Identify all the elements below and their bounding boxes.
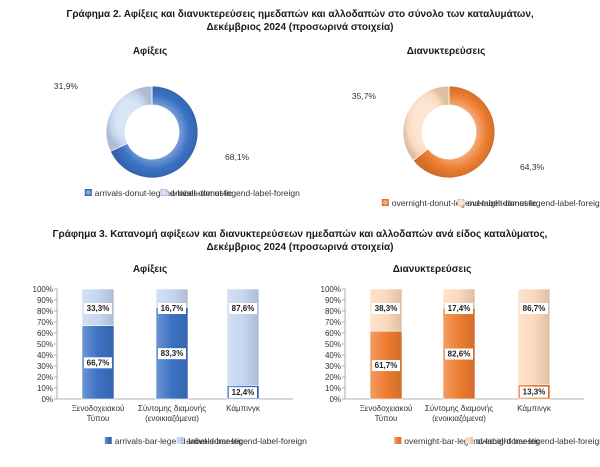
overnight-bar-data-label-box	[372, 360, 400, 372]
arrivals-bar-data-label-box	[229, 387, 257, 399]
overnight-bar-y-tick-label: 60%	[325, 329, 341, 338]
figure3-title-line1: Γράφημα 3. Κατανομή αφίξεων και διανυκτε…	[52, 229, 548, 240]
overnight-donut-slice-foreign	[402, 85, 450, 162]
overnight-donut-legend-swatch-foreign	[457, 199, 465, 206]
figure3-title: Γράφημα 3. Κατανομή αφίξεων και διανυκτε…	[0, 228, 600, 254]
arrivals-bar-data-label-box	[84, 303, 112, 314]
arrivals-bar-data-label-domestic: 83,3%	[161, 349, 184, 358]
arrivals-donut-data-label-foreign: 31,9%	[54, 81, 79, 91]
overnight-bar-data-label-domestic: 61,7%	[375, 361, 398, 370]
overnight-bar-x-tick-label: Κάμπινγκ	[517, 404, 552, 413]
overnight-donut-slice-domestic	[412, 85, 496, 179]
overnight-bar-data-label-foreign: 38,3%	[375, 304, 398, 313]
Ημεδαποί: overnight-donut-legend-label-domestic	[392, 198, 538, 208]
overnight-bar-y-tick-label: 50%	[325, 340, 341, 349]
arrivals-bar-data-label-foreign: 16,7%	[161, 304, 184, 313]
Αλλοδαποί: overnight-donut-legend-label-foreign	[467, 198, 600, 208]
arrivals-bar-y-tick-label: 0%	[41, 395, 53, 404]
overnight-donut-legend-swatch-domestic	[381, 199, 389, 206]
figure3-title-line2: Δεκέμβριος 2024 (προσωρινά στοιχεία)	[206, 242, 394, 253]
overnight-bar-legend-swatch-domestic	[394, 437, 402, 444]
arrivals-bar-data-label-box	[158, 348, 186, 360]
arrivals-bar-y-tick-label: 60%	[37, 329, 53, 338]
arrivals-donut-slice-foreign	[105, 85, 153, 152]
overnight-bar-data-label-foreign: 17,4%	[448, 304, 471, 313]
overnight-bar-data-label-box	[445, 348, 473, 360]
arrivals-bar-y-tick-label: 100%	[33, 285, 53, 294]
Αλλοδαποί: arrivals-donut-legend-label-foreign	[170, 188, 300, 198]
overnight-bar-x-tick-label: Τύπου	[375, 414, 398, 423]
arrivals-bar-y-tick-label: 40%	[37, 351, 53, 360]
arrivals-bar-y-tick-label: 50%	[37, 340, 53, 349]
overnight-bar-y-tick-label: 80%	[325, 307, 341, 316]
overnight-bar-x-tick-label: (ενοικιαζόμενα)	[432, 414, 486, 423]
figure2-title: Γράφημα 2. Αφίξεις και διανυκτερεύσεις η…	[0, 8, 600, 34]
arrivals-bar-y-tick-label: 10%	[37, 384, 53, 393]
overnight-donut-data-label-domestic: 64,3%	[520, 162, 545, 172]
arrivals-donut-data-label-domestic: 68,1%	[225, 152, 250, 162]
arrivals-bar-data-label-domestic: 12,4%	[232, 388, 255, 397]
overnight-bar-y-tick-label: 0%	[329, 395, 341, 404]
chart-title-overnight-donut: Διανυκτερεύσεις	[406, 46, 486, 57]
chart-title-overnight-bar: Διανυκτερεύσεις	[392, 264, 472, 275]
arrivals-bar-y-tick-label: 30%	[37, 362, 53, 371]
arrivals-bar-x-tick-label: Τύπου	[87, 414, 110, 423]
arrivals-bar-y-tick-label: 20%	[37, 373, 53, 382]
overnight-bar-data-label-box	[445, 303, 473, 314]
arrivals-bar-y-tick-label: 70%	[37, 318, 53, 327]
arrivals-bar-data-label-foreign: 33,3%	[87, 304, 110, 313]
overnight-bar-y-tick-label: 40%	[325, 351, 341, 360]
arrivals-bar-y-tick-label: 80%	[37, 307, 53, 316]
arrivals-bar-data-label-box	[84, 357, 112, 369]
arrivals-bar-legend-swatch-foreign	[176, 437, 184, 444]
arrivals-bar-legend-swatch-domestic	[104, 437, 112, 444]
overnight-bar-y-tick-label: 70%	[325, 318, 341, 327]
overnight-bar-y-tick-label: 30%	[325, 362, 341, 371]
overnight-bar-data-label-domestic: 82,6%	[448, 350, 471, 359]
arrivals-donut-slice-domestic	[109, 85, 199, 179]
overnight-bar-data-label-box	[372, 303, 400, 314]
overnight-bar-data-label-box	[520, 386, 548, 398]
arrivals-bar-data-label-box	[229, 303, 257, 314]
Αλλοδαποί: overnight-bar-legend-label-foreign	[476, 436, 600, 446]
Αλλοδαποί: arrivals-bar-legend-label-foreign	[186, 436, 307, 446]
overnight-bar-y-tick-label: 100%	[321, 285, 341, 294]
overnight-bar-y-tick-label: 90%	[325, 296, 341, 305]
chart-title-arrivals-bar: Αφίξεις	[132, 264, 168, 275]
arrivals-donut-legend-swatch-domestic	[84, 189, 92, 196]
overnight-bar-y-tick-label: 20%	[325, 373, 341, 382]
arrivals-bar-data-label-domestic: 66,7%	[87, 358, 110, 367]
arrivals-donut-legend-swatch-foreign	[160, 189, 168, 196]
overnight-bar-data-label-foreign: 86,7%	[523, 304, 546, 313]
overnight-bar-x-tick-label: Σύντομης διαμονής	[425, 404, 493, 413]
arrivals-bar-data-label-foreign: 87,6%	[232, 304, 255, 313]
overnight-bar-data-label-domestic: 13,3%	[523, 388, 546, 397]
arrivals-bar-x-tick-label: (ενοικιαζόμενα)	[145, 414, 199, 423]
overnight-donut-data-label-foreign: 35,7%	[352, 91, 377, 101]
overnight-bar-x-tick-label: Ξενοδοχειακού	[360, 404, 413, 413]
arrivals-bar-data-label-box	[158, 303, 186, 314]
arrivals-bar-y-tick-label: 90%	[37, 296, 53, 305]
overnight-bar-legend-swatch-foreign	[465, 437, 473, 444]
chart-title-arrivals-donut: Αφίξεις	[132, 46, 168, 57]
overnight-bar-y-tick-label: 10%	[325, 384, 341, 393]
overnight-bar-data-label-box	[520, 303, 548, 314]
arrivals-bar-x-tick-label: Κάμπινγκ	[226, 404, 261, 413]
arrivals-bar-x-tick-label: Ξενοδοχειακού	[72, 404, 125, 413]
figure2-title-line2: Δεκέμβριος 2024 (προσωρινά στοιχεία)	[206, 22, 394, 33]
arrivals-bar-x-tick-label: Σύντομης διαμονής	[138, 404, 206, 413]
figure2-title-line1: Γράφημα 2. Αφίξεις και διανυκτερεύσεις η…	[66, 9, 534, 20]
